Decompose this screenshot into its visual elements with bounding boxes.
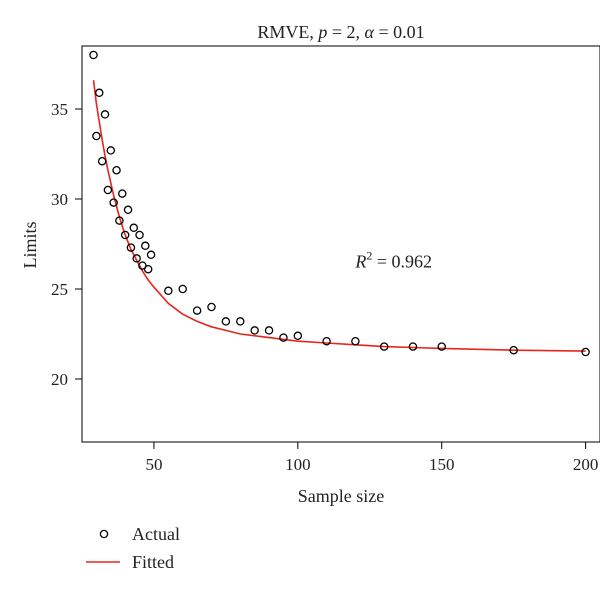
legend: Actual Fitted [86, 524, 180, 572]
actual-point [164, 286, 173, 296]
actual-point [437, 342, 446, 351]
chart-title-p-symbol: p [316, 22, 327, 42]
y-tick-label: 25 [51, 280, 68, 299]
legend-fitted-label: Fitted [132, 552, 174, 572]
plot-frame [81, 45, 600, 443]
r-squared-superscript: 2 [366, 248, 372, 262]
actual-point [207, 302, 216, 312]
actual-point [112, 165, 121, 175]
actual-point [97, 156, 107, 166]
actual-point [509, 345, 518, 355]
actual-point [115, 216, 124, 225]
actual-point [221, 317, 231, 326]
y-tick-label: 35 [51, 100, 68, 119]
x-tick-label: 150 [429, 455, 455, 474]
actual-point [264, 326, 274, 335]
x-tick-label: 200 [573, 455, 599, 474]
legend-actual-marker [99, 529, 109, 539]
actual-point [95, 88, 104, 98]
actual-point [135, 230, 144, 240]
chart-title-alpha-symbol: α [365, 22, 375, 42]
y-tick-label: 20 [51, 370, 68, 389]
chart-title-alpha-value: = 0.01 [374, 22, 425, 42]
fitted-curve [92, 80, 586, 352]
x-tick-label: 100 [285, 455, 311, 474]
actual-point [106, 146, 116, 155]
actual-point [100, 110, 110, 119]
actual-point [293, 331, 303, 341]
x-tick-label: 50 [145, 455, 162, 474]
actual-point [109, 198, 118, 207]
actual-point [279, 333, 288, 342]
chart-title-p-value: = 2, [327, 22, 364, 42]
actual-point [132, 254, 141, 263]
chart-title-prefix: RMVE, [257, 22, 318, 42]
actual-point [118, 189, 127, 198]
actual-point [322, 336, 331, 346]
r-squared-value: = 0.962 [372, 251, 432, 271]
y-axis-label: Limits [20, 221, 40, 268]
x-axis: 50 100 150 200 [145, 442, 598, 474]
actual-point [123, 205, 133, 215]
actual-point [92, 131, 101, 141]
y-axis: 20 25 30 35 [51, 100, 82, 389]
actual-point [143, 264, 153, 274]
actual-series [89, 50, 590, 357]
actual-point [120, 230, 130, 240]
actual-point [103, 185, 113, 195]
actual-point [89, 50, 98, 60]
r-squared-symbol: R [354, 251, 366, 271]
actual-point [192, 306, 202, 315]
chart-title: RMVE, p = 2, α = 0.01 [257, 22, 424, 42]
legend-actual-label: Actual [132, 524, 180, 544]
actual-point [250, 326, 259, 335]
actual-point [141, 241, 150, 251]
actual-point [129, 223, 139, 233]
actual-point [178, 284, 187, 294]
actual-point [146, 250, 156, 260]
actual-point [379, 342, 389, 351]
actual-point [581, 347, 590, 357]
y-tick-label: 30 [51, 190, 68, 209]
actual-point [236, 317, 245, 326]
actual-point [351, 336, 360, 346]
fitted-series [92, 80, 586, 352]
actual-point [126, 243, 136, 252]
r-squared-annotation: R2 = 0.962 [354, 248, 432, 271]
actual-point [408, 342, 418, 351]
x-axis-label: Sample size [298, 486, 384, 506]
